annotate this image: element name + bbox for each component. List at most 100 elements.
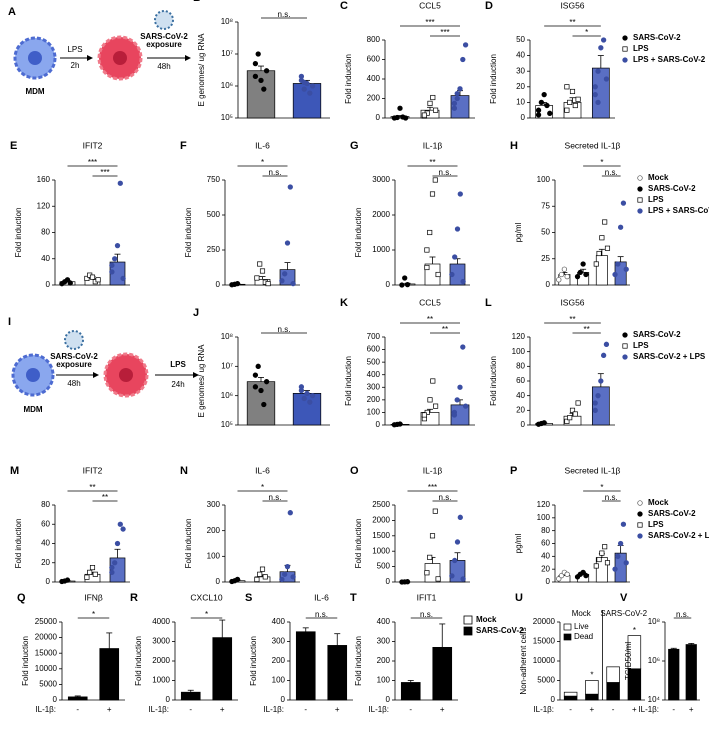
y-axis-label: Fold induction bbox=[14, 208, 23, 258]
data-point bbox=[449, 573, 455, 579]
x-tick-label: - bbox=[612, 705, 615, 714]
legend-label: Mock bbox=[648, 498, 669, 507]
y-tick-label: 100 bbox=[512, 347, 526, 356]
data-point bbox=[457, 384, 463, 390]
data-point bbox=[583, 572, 589, 579]
data-point bbox=[454, 226, 461, 232]
data-point bbox=[595, 68, 601, 74]
data-point bbox=[592, 91, 598, 98]
panel-letter: H bbox=[510, 140, 518, 152]
data-point bbox=[261, 86, 267, 92]
step-label: LPS bbox=[67, 45, 82, 54]
schematic-i: I MDM SARS-CoV-2 exposure 48h LPS 24h bbox=[8, 316, 199, 414]
y-tick-label: 800 bbox=[367, 35, 381, 44]
y-tick-label: 100 bbox=[377, 676, 391, 685]
data-point bbox=[432, 177, 438, 183]
y-tick-label: 40 bbox=[41, 254, 50, 263]
x-tick-label: + bbox=[335, 705, 340, 714]
data-point bbox=[604, 245, 611, 251]
data-point bbox=[544, 102, 550, 109]
data-point bbox=[424, 264, 430, 271]
significance-label: n.s. bbox=[439, 168, 452, 177]
y-tick-label: 25000 bbox=[35, 617, 58, 626]
panel-title: IFIT2 bbox=[83, 465, 103, 475]
panel-letter: B bbox=[193, 0, 201, 4]
data-point bbox=[252, 73, 259, 80]
data-point bbox=[622, 35, 628, 41]
data-point bbox=[263, 379, 270, 385]
data-point bbox=[432, 508, 438, 514]
data-point bbox=[541, 91, 547, 98]
data-point bbox=[421, 112, 427, 118]
panel-letter: C bbox=[340, 0, 348, 12]
y-tick-label: 10⁸ bbox=[648, 617, 660, 626]
y-tick-label: 300 bbox=[272, 637, 286, 646]
data-point bbox=[622, 343, 628, 349]
panel-letter: V bbox=[620, 592, 628, 604]
y-axis-label: Fold induction bbox=[184, 519, 193, 569]
y-tick-label: 200 bbox=[367, 395, 381, 404]
data-point bbox=[284, 563, 291, 570]
data-point bbox=[282, 571, 288, 577]
data-point bbox=[433, 107, 439, 113]
y-tick-label: 200 bbox=[377, 656, 391, 665]
y-tick-label: 120 bbox=[537, 500, 551, 509]
data-point bbox=[64, 277, 71, 283]
data-point bbox=[259, 566, 266, 572]
y-tick-label: 10⁷ bbox=[221, 49, 233, 58]
data-point bbox=[397, 421, 403, 427]
panel-letter: S bbox=[245, 592, 252, 604]
bar-segment bbox=[585, 693, 599, 701]
data-point bbox=[451, 412, 458, 418]
y-tick-label: 600 bbox=[367, 345, 381, 354]
y-tick-label: 10 bbox=[516, 98, 525, 107]
step-label: exposure bbox=[146, 40, 182, 49]
y-tick-label: 20 bbox=[516, 405, 525, 414]
panel-title: IL-1β bbox=[423, 465, 443, 475]
significance-label: n.s. bbox=[315, 610, 328, 619]
x-tick-label: + bbox=[689, 705, 694, 714]
panel-title: IL-6 bbox=[255, 465, 270, 475]
data-point bbox=[569, 88, 576, 95]
y-tick-label: 20 bbox=[541, 564, 550, 573]
y-tick-label: 80 bbox=[41, 228, 50, 237]
data-point bbox=[109, 262, 115, 268]
data-point bbox=[564, 418, 570, 424]
panel-letter: T bbox=[350, 592, 357, 604]
data-point bbox=[602, 544, 608, 550]
legend-label: Dead bbox=[574, 632, 593, 641]
step-label: LPS bbox=[170, 360, 186, 369]
data-point bbox=[592, 84, 598, 90]
y-tick-label: 2000 bbox=[372, 210, 390, 219]
y-tick-label: 300 bbox=[377, 637, 391, 646]
data-point bbox=[399, 282, 405, 288]
y-axis-label: Fold induction bbox=[184, 208, 193, 258]
significance-label: * bbox=[205, 610, 208, 619]
y-tick-label: 0 bbox=[551, 695, 556, 704]
data-point bbox=[595, 393, 601, 399]
y-tick-label: 10⁴ bbox=[648, 695, 661, 704]
nucleus bbox=[28, 51, 42, 65]
y-tick-label: 60 bbox=[41, 519, 50, 528]
data-point bbox=[457, 514, 463, 520]
nucleus bbox=[113, 51, 127, 65]
y-tick-label: 4000 bbox=[152, 617, 170, 626]
y-tick-label: 1000 bbox=[152, 676, 170, 685]
data-point bbox=[575, 96, 581, 102]
y-tick-label: 50 bbox=[516, 35, 525, 44]
y-axis-label: pg/ml bbox=[514, 222, 523, 242]
y-axis-label: pg/ml bbox=[514, 533, 523, 553]
data-point bbox=[429, 533, 436, 539]
bar bbox=[432, 646, 453, 701]
data-point bbox=[89, 565, 96, 571]
x-tick-label: + bbox=[590, 705, 595, 714]
y-tick-label: 2500 bbox=[372, 500, 390, 509]
data-point bbox=[404, 282, 411, 288]
significance-label: * bbox=[261, 483, 264, 492]
significance-label: n.s. bbox=[278, 10, 291, 19]
y-axis-label: Fold induction bbox=[344, 54, 353, 104]
y-axis-label: Fold induction bbox=[489, 356, 498, 406]
data-point bbox=[427, 397, 433, 403]
data-point bbox=[255, 363, 261, 369]
data-point bbox=[304, 390, 310, 396]
